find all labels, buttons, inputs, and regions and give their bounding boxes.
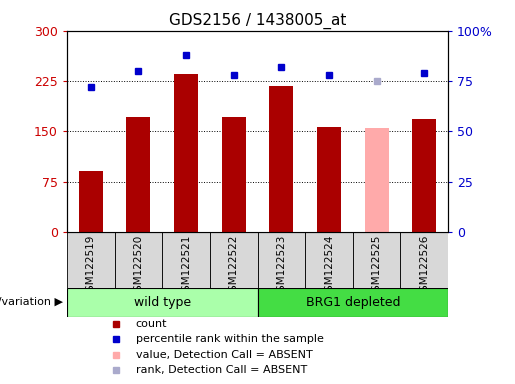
Title: GDS2156 / 1438005_at: GDS2156 / 1438005_at bbox=[169, 13, 346, 29]
Bar bbox=[401, 232, 448, 288]
Bar bbox=[114, 232, 162, 288]
Text: percentile rank within the sample: percentile rank within the sample bbox=[135, 334, 323, 344]
Bar bbox=[67, 232, 115, 288]
Bar bbox=[258, 288, 448, 317]
Text: GSM122525: GSM122525 bbox=[372, 235, 382, 298]
Bar bbox=[353, 232, 401, 288]
Text: wild type: wild type bbox=[134, 296, 191, 309]
Bar bbox=[365, 128, 388, 232]
Text: GSM122526: GSM122526 bbox=[419, 235, 429, 298]
Bar bbox=[269, 86, 293, 232]
Text: BRG1 depleted: BRG1 depleted bbox=[305, 296, 400, 309]
Text: GSM122522: GSM122522 bbox=[229, 235, 238, 298]
Bar bbox=[413, 119, 436, 232]
Bar bbox=[127, 116, 150, 232]
Bar bbox=[305, 232, 353, 288]
Text: genotype/variation ▶: genotype/variation ▶ bbox=[0, 298, 63, 308]
Text: rank, Detection Call = ABSENT: rank, Detection Call = ABSENT bbox=[135, 365, 307, 375]
Text: GSM122519: GSM122519 bbox=[86, 235, 96, 298]
Text: GSM122523: GSM122523 bbox=[277, 235, 286, 298]
Bar bbox=[222, 116, 246, 232]
Bar bbox=[258, 232, 305, 288]
Text: GSM122520: GSM122520 bbox=[133, 235, 143, 298]
Text: count: count bbox=[135, 319, 167, 329]
Bar bbox=[317, 127, 341, 232]
Text: GSM122521: GSM122521 bbox=[181, 235, 191, 298]
Bar bbox=[174, 74, 198, 232]
Text: value, Detection Call = ABSENT: value, Detection Call = ABSENT bbox=[135, 350, 312, 360]
Bar bbox=[79, 172, 102, 232]
Text: GSM122524: GSM122524 bbox=[324, 235, 334, 298]
Bar bbox=[162, 232, 210, 288]
Bar bbox=[210, 232, 258, 288]
Bar bbox=[67, 288, 258, 317]
